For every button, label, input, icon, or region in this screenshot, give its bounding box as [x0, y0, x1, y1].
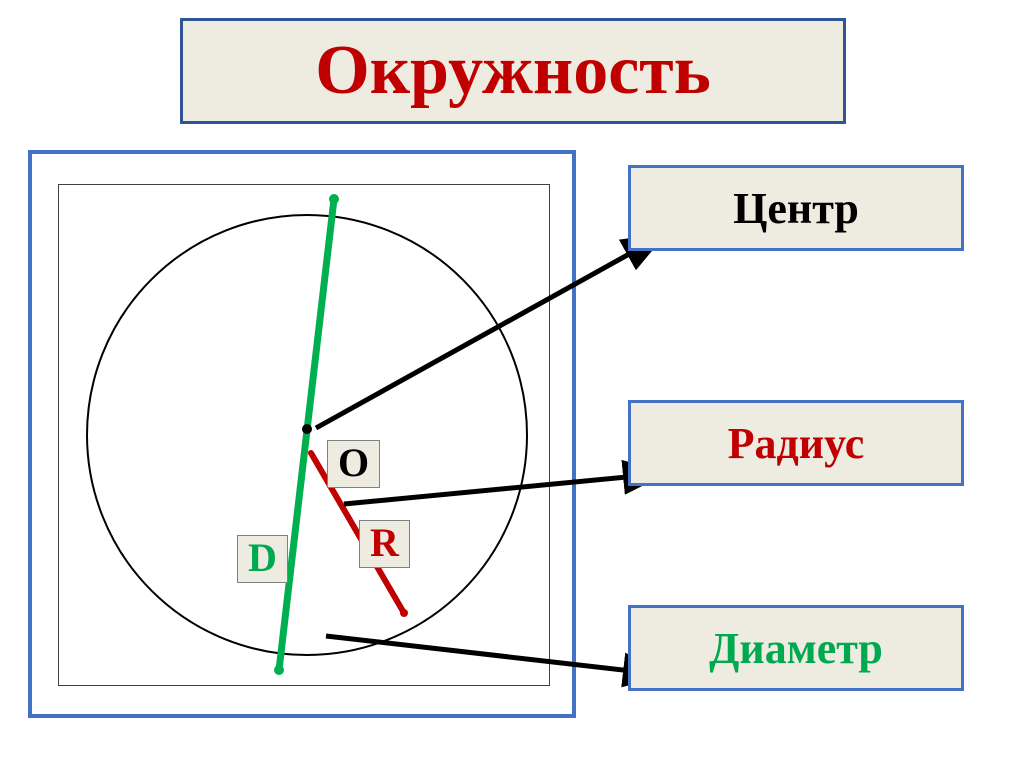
center-definition-box: Центр: [628, 165, 964, 251]
circle-diagram: [59, 185, 549, 685]
radius-label-chip: R: [359, 520, 410, 568]
page-title: Окружность: [315, 31, 710, 111]
diagram-inner-frame: O R D: [58, 184, 550, 686]
diameter-label-chip: D: [237, 535, 288, 583]
center-label-chip: O: [327, 440, 380, 488]
diagram-outer-frame: O R D: [28, 150, 576, 718]
diameter-definition-box: Диаметр: [628, 605, 964, 691]
title-panel: Окружность: [180, 18, 846, 124]
radius-definition-box: Радиус: [628, 400, 964, 486]
